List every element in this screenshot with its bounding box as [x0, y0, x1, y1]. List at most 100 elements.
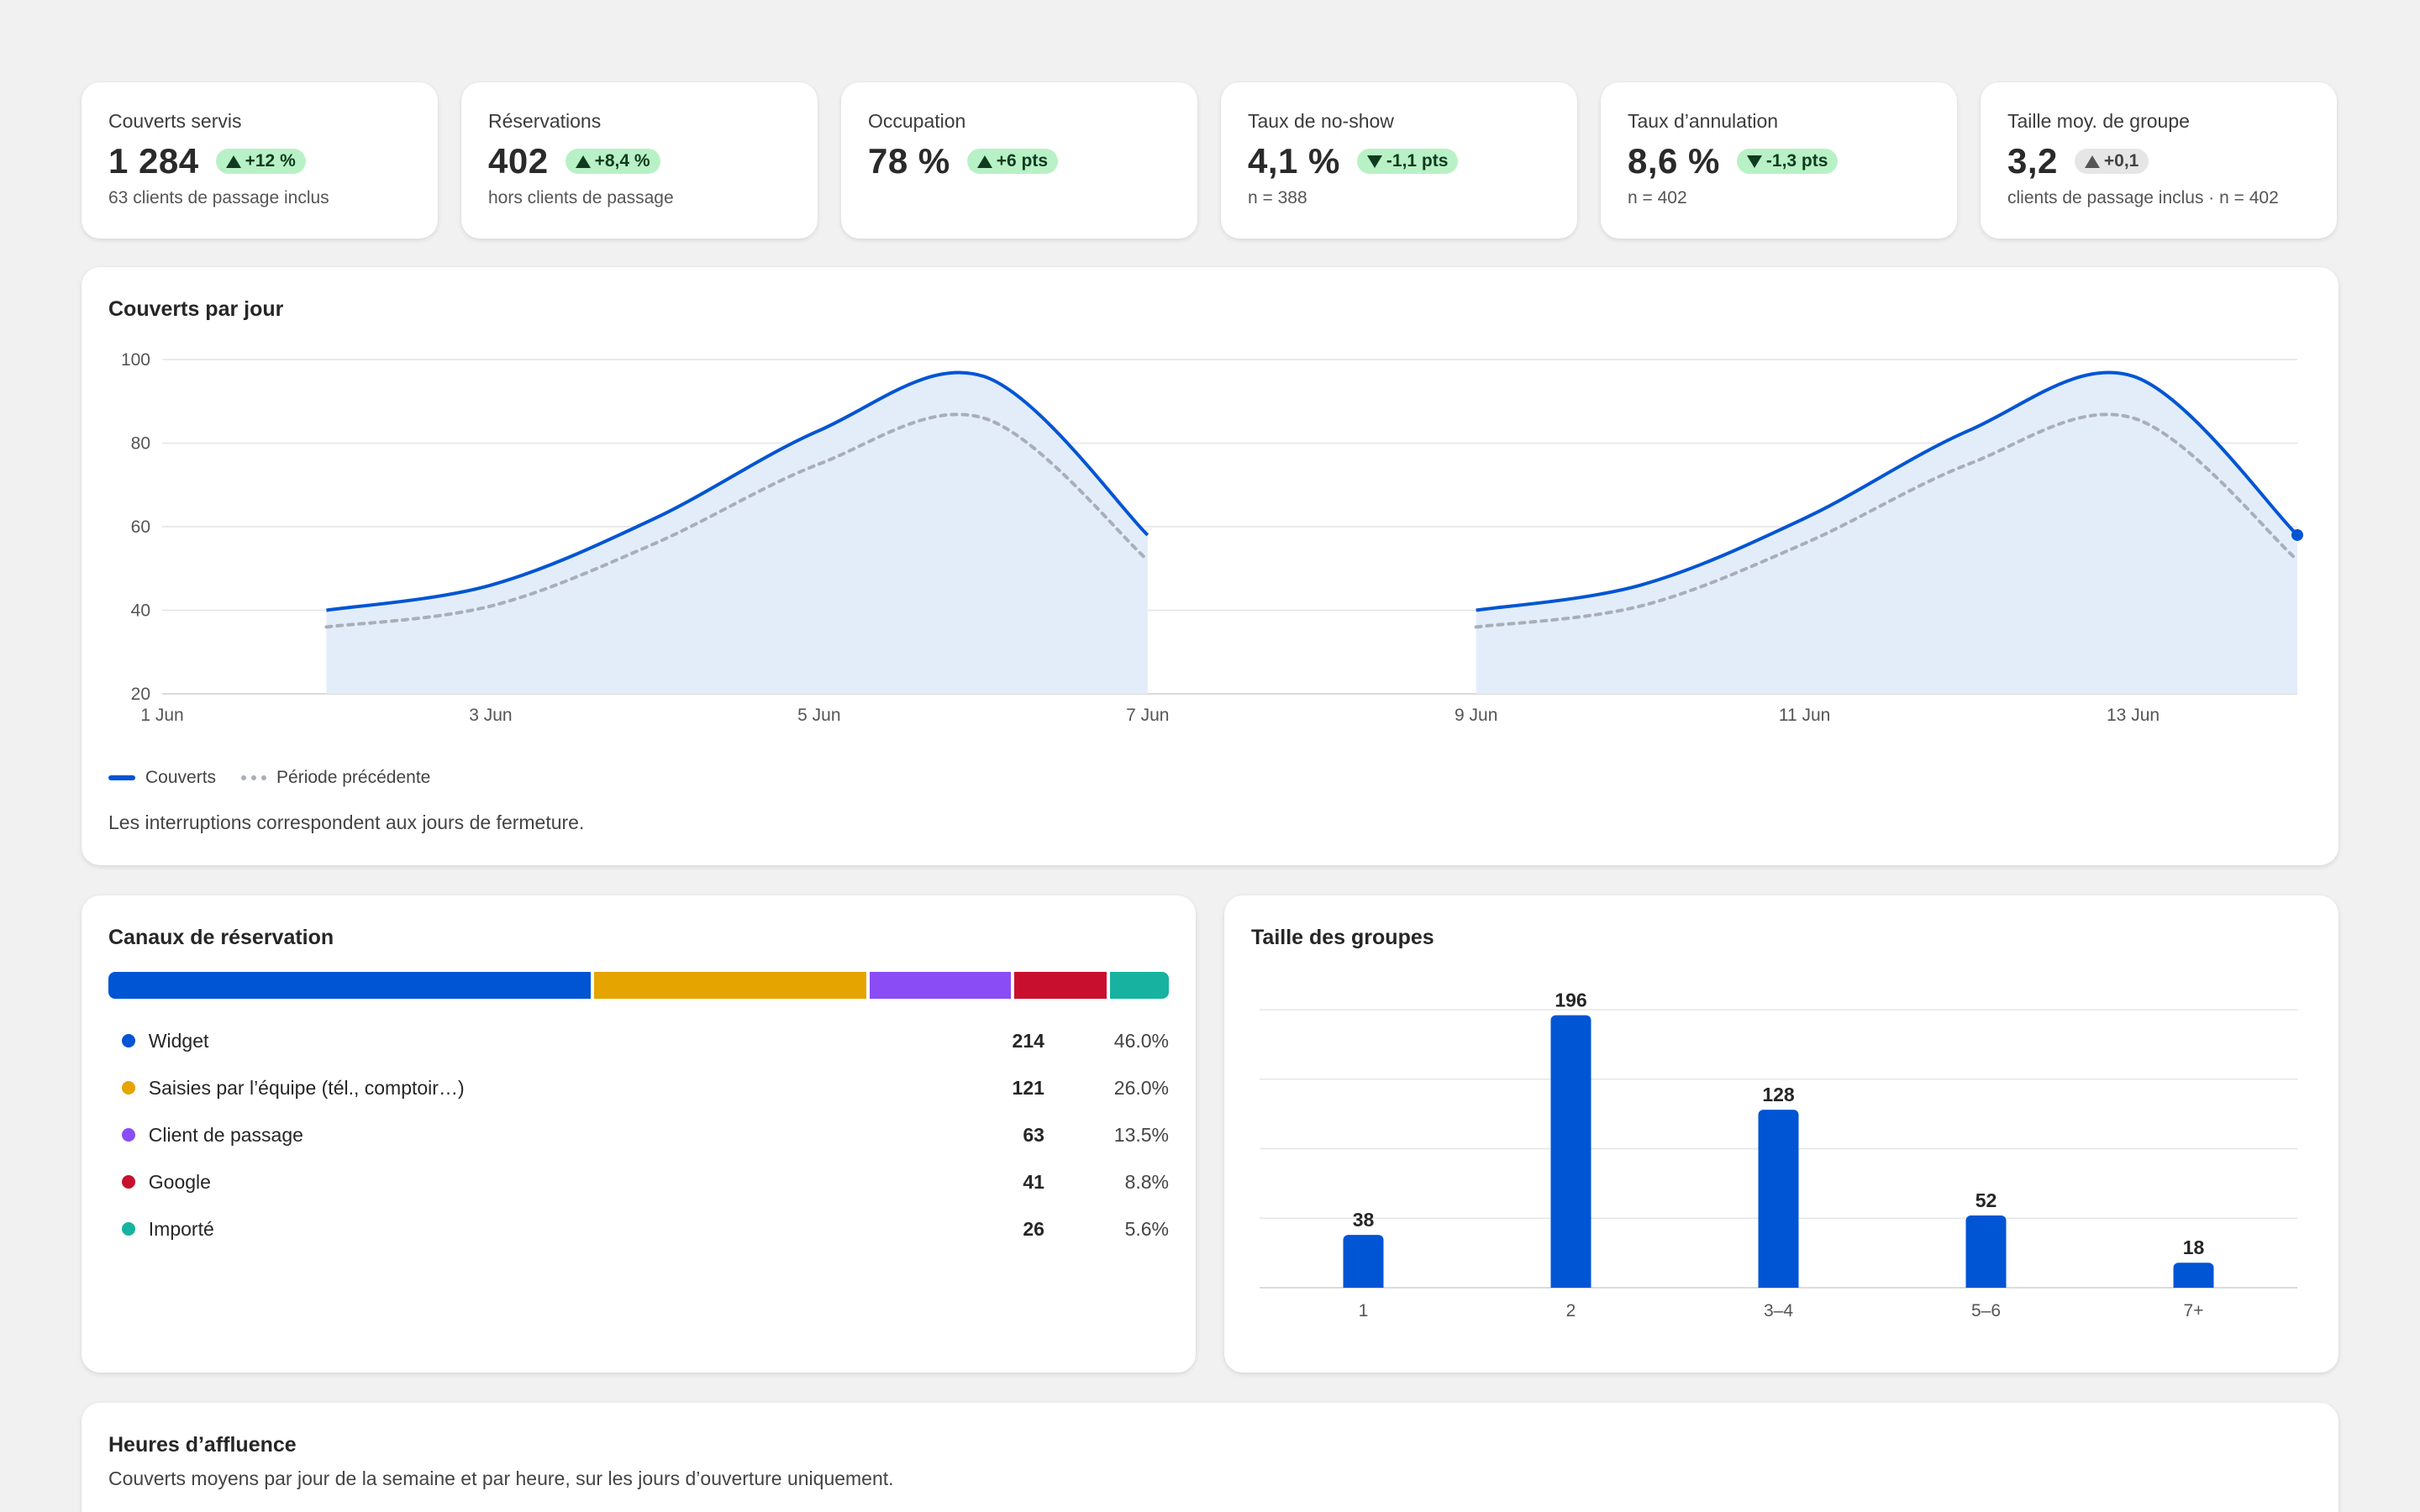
channel-percent: 5.6%: [1124, 1217, 1169, 1240]
kpi-value: 4,1 %: [1248, 141, 1340, 181]
kpi-value: 402: [488, 141, 549, 181]
group-size-bar-chart: 38 1 196 2 128 3–4 52 5–6 18 7+: [1260, 990, 2297, 1320]
channel-name: Google: [148, 1170, 211, 1193]
kpi-value: 8,6 %: [1628, 141, 1720, 181]
legend-label-current: Couverts: [145, 768, 217, 787]
arrow-up-icon: [225, 155, 241, 168]
x-tick-label: 5 Jun: [797, 706, 840, 725]
channel-segment: [870, 972, 1012, 999]
bar-value-label: 18: [2183, 1236, 2205, 1258]
bar-base: [1343, 1283, 1384, 1288]
peak-hours-card: Heures d’affluence Couverts moyens par j…: [82, 1403, 2338, 1512]
bar: [1758, 1110, 1799, 1288]
kpi-card-cancellation: Taux d’annulation 8,6 % -1,3 pts n = 402: [1601, 82, 1957, 239]
group-size-card: 38 1 196 2 128 3–4 52 5–6 18 7+ Taille des groupe…: [1224, 895, 2338, 1373]
kpi-subtext: n = 388: [1248, 188, 1307, 207]
channel-segment: [1110, 972, 1169, 999]
list-item: Saisies par l’équipe (tél., comptoir…) 12…: [108, 1064, 1169, 1111]
channel-name: Saisies par l’équipe (tél., comptoir…): [148, 1076, 465, 1099]
kpi-card-group-size: Taille moy. de groupe 3,2 +0,1 clients d…: [1981, 82, 2337, 239]
list-item: Google 41 8.8%: [108, 1158, 1169, 1205]
channel-count: 63: [1023, 1123, 1044, 1146]
kpi-label: Taux de no-show: [1248, 110, 1394, 132]
kpi-subtext: 63 clients de passage inclus: [108, 188, 329, 207]
booking-channels-card: Canaux de réservation Widget 214 46.0% Sais…: [82, 895, 1196, 1373]
y-tick-label: 100: [121, 350, 150, 370]
covers-per-day-card: 20 40 60 80 100 1 Jun 3 Jun 5 Jun 7 Jun 9 Jun 11 J…: [82, 267, 2338, 865]
legend-swatch-current: [108, 775, 135, 780]
channel-count: 121: [1012, 1076, 1044, 1099]
x-tick-label: 13 Jun: [2107, 706, 2160, 725]
card-title: Taille des groupes: [1251, 926, 1434, 949]
bar-base: [2173, 1283, 2214, 1288]
channels-stacked-bar: [108, 972, 1169, 999]
list-item: Importé 26 5.6%: [108, 1205, 1169, 1252]
kpi-label: Taux d’annulation: [1628, 110, 1779, 132]
delta-badge: -1,1 pts: [1356, 149, 1459, 174]
delta-badge: +6 pts: [966, 149, 1059, 174]
legend-swatch-previous: [241, 775, 267, 780]
x-tick-label: 3–4: [1764, 1301, 1793, 1320]
x-tick-label: 1 Jun: [140, 706, 183, 725]
kpi-label: Couverts servis: [108, 110, 242, 132]
channel-percent: 13.5%: [1113, 1123, 1169, 1146]
kpi-subtext: clients de passage inclus · n = 402: [2007, 188, 2279, 207]
bar-value-label: 52: [1975, 1189, 1997, 1211]
x-tick-label: 7 Jun: [1126, 706, 1169, 725]
channel-segment: [108, 972, 591, 999]
channel-segment: [593, 972, 867, 999]
delta-badge: +8,4 %: [565, 149, 660, 174]
kpi-value: 3,2: [2007, 141, 2058, 181]
bar-base: [1758, 1283, 1799, 1288]
kpi-subtext: n = 402: [1628, 188, 1687, 207]
last-point-marker: [2291, 528, 2303, 541]
y-tick-label: 60: [131, 517, 150, 537]
kpi-label: Réservations: [488, 110, 602, 132]
list-item: Client de passage 63 13.5%: [108, 1111, 1169, 1158]
channel-dot-icon: [122, 1034, 135, 1047]
channel-percent: 26.0%: [1113, 1076, 1169, 1099]
covers-area: [326, 372, 1148, 694]
previous-period-line: [1474, 412, 2299, 629]
delta-badge: -1,3 pts: [1736, 149, 1839, 174]
delta-badge: +0,1: [2074, 149, 2149, 174]
x-tick-label: 7+: [2184, 1301, 2204, 1320]
channel-name: Importé: [148, 1217, 214, 1240]
card-title: Couverts par jour: [108, 297, 284, 321]
bar-value-label: 38: [1353, 1209, 1375, 1231]
channels-list: Widget 214 46.0% Saisies par l’équipe (tél.…: [108, 1017, 1169, 1252]
chart-footnote: Les interruptions correspondent aux jour…: [108, 811, 585, 833]
arrow-down-icon: [1366, 155, 1382, 168]
kpi-value: 1 284: [108, 141, 199, 181]
y-tick-label: 20: [131, 685, 150, 704]
bar: [1550, 1015, 1591, 1288]
kpi-subtext: hors clients de passage: [488, 188, 674, 207]
bar-base: [1550, 1283, 1591, 1288]
x-tick-label: 5–6: [1971, 1301, 2001, 1320]
covers-line: [326, 370, 1150, 612]
kpi-card-covers: Couverts servis 1 284 +12 % 63 clients d…: [82, 82, 438, 239]
card-subtitle: Couverts moyens par jour de la semaine e…: [108, 1467, 894, 1489]
channel-dot-icon: [122, 1222, 135, 1236]
chart-legend: Couverts Période précédente: [108, 768, 430, 788]
channel-dot-icon: [122, 1081, 135, 1095]
covers-line: [1476, 370, 2299, 612]
kpi-card-no-show: Taux de no-show 4,1 % -1,1 pts n = 388: [1221, 82, 1577, 239]
channel-dot-icon: [122, 1175, 135, 1189]
covers-line-chart: 20 40 60 80 100 1 Jun 3 Jun 5 Jun 7 Jun 9 Jun 11 J…: [121, 350, 2303, 725]
delta-badge: +12 %: [215, 149, 306, 174]
channel-name: Widget: [148, 1029, 209, 1052]
x-tick-label: 1: [1359, 1301, 1369, 1320]
card-title: Heures d’affluence: [108, 1433, 297, 1457]
kpi-label: Taille moy. de groupe: [2007, 110, 2190, 132]
kpi-card-occupancy: Occupation 78 % +6 pts: [841, 82, 1197, 239]
channel-percent: 8.8%: [1124, 1170, 1169, 1193]
x-tick-label: 9 Jun: [1455, 706, 1497, 725]
x-tick-label: 2: [1566, 1301, 1576, 1320]
arrow-up-icon: [2084, 155, 2100, 168]
bar-value-label: 128: [1762, 1084, 1795, 1105]
legend-label-previous: Période précédente: [276, 768, 431, 787]
bar: [1965, 1215, 2007, 1288]
channel-count: 214: [1012, 1029, 1044, 1052]
list-item: Widget 214 46.0%: [108, 1017, 1169, 1064]
